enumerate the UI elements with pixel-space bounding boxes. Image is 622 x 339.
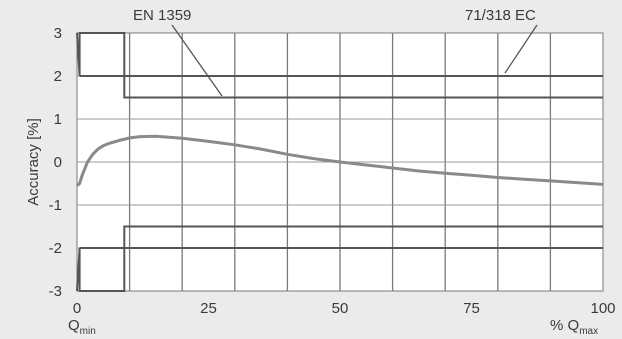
annotation-leader-ec: [504, 24, 538, 74]
x-tick-label: 50: [332, 300, 349, 317]
x-axis-label-main: % Q: [550, 317, 579, 334]
x-min-label-main: Q: [68, 317, 80, 334]
y-tick-label: 2: [54, 68, 62, 85]
accuracy-curve: [76, 134, 604, 187]
annotation-71-318-ec: 71/318 EC: [465, 7, 536, 24]
y-tick-label: -1: [49, 197, 62, 214]
y-tick-label: 0: [54, 154, 62, 171]
x-tick-label: 0: [73, 300, 81, 317]
y-tick-label: 3: [54, 25, 62, 42]
y-tick-label: 1: [54, 111, 62, 128]
x-axis-label-sub: max: [579, 326, 598, 337]
x-min-label-sub: min: [80, 326, 96, 337]
y-tick-label: -2: [49, 240, 62, 257]
limit-band-1-upper: [76, 32, 603, 99]
x-tick-label: 25: [200, 300, 217, 317]
x-min-label: Qmin: [68, 317, 96, 337]
annotation-leader-en1359: [171, 24, 223, 97]
annotation-en1359: EN 1359: [133, 7, 191, 24]
y-tick-label: -3: [49, 283, 62, 300]
x-tick-label: 100: [590, 300, 615, 317]
x-axis-label: % Qmax: [550, 317, 598, 337]
x-tick-label: 75: [463, 300, 480, 317]
limit-band-1-lower: [76, 225, 603, 292]
y-axis-label: Accuracy [%]: [25, 118, 42, 206]
